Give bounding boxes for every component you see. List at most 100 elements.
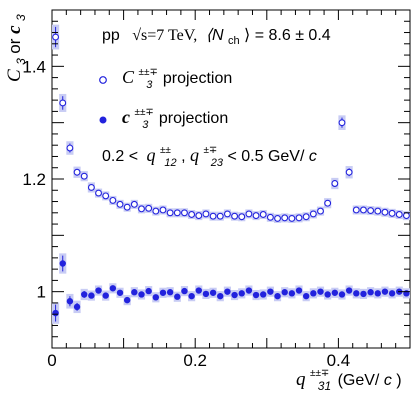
data-point-open <box>324 199 332 207</box>
legend-marker-open <box>99 76 107 84</box>
y-tick-label: 1.4 <box>22 57 46 76</box>
data-point-open <box>195 212 203 220</box>
cut-sup2: ±∓ <box>203 145 217 156</box>
xlabel-q: q <box>296 369 306 390</box>
data-point-filled <box>159 289 167 296</box>
data-point-open <box>123 203 131 211</box>
data-point-filled <box>174 293 181 300</box>
x-tick-label: 0.2 <box>183 351 207 370</box>
data-point-open <box>102 192 110 200</box>
y-axis-title: C 3 or c 3 <box>4 14 29 82</box>
data-point-filled <box>374 290 381 297</box>
x-axis-title: q ±±∓ 31 (GeV/ c ) <box>296 363 402 394</box>
xlabel-close: ) <box>396 372 401 389</box>
data-point-filled <box>145 287 152 295</box>
data-point-filled <box>138 291 145 298</box>
cut-text: 0.2 < q ±± 12 , q ±∓ 23 < 0.5 GeV/ c <box>102 140 317 170</box>
data-point-filled <box>281 289 288 296</box>
data-point-filled <box>345 287 353 294</box>
data-point-open <box>352 206 360 214</box>
header-system: pp <box>102 27 120 44</box>
data-point-filled <box>403 290 410 297</box>
axis-ticks <box>51 9 411 349</box>
data-point-open <box>309 210 317 218</box>
data-point-open <box>259 211 267 218</box>
cut-prefix: 0.2 < <box>102 148 138 165</box>
data-point-filled <box>202 290 210 298</box>
data-point-filled <box>238 290 245 297</box>
legend-open-sup: ±±∓ <box>138 67 157 78</box>
data-point-filled <box>88 292 95 299</box>
data-point-open <box>181 209 188 217</box>
data-point-filled <box>131 289 138 296</box>
data-point-filled <box>252 291 260 299</box>
cut-c: c <box>309 148 317 165</box>
legend-filled-sub: 3 <box>142 119 149 131</box>
data-point-filled <box>116 289 124 296</box>
data-point-filled <box>224 288 231 295</box>
data-point-filled <box>195 287 202 294</box>
data-point-open <box>166 209 174 217</box>
data-point-filled <box>317 288 324 295</box>
cut-q1: q <box>146 145 155 165</box>
data-point-open <box>345 168 353 176</box>
data-point-open <box>295 214 303 222</box>
data-point-open <box>52 33 60 41</box>
header-nch-symbol: ⟨N <box>206 27 224 44</box>
y-tick-label: 1 <box>37 283 46 302</box>
data-point-open <box>87 184 95 191</box>
legend-open-symbol: C <box>122 67 135 87</box>
data-point-filled <box>59 260 66 267</box>
data-point-open <box>395 211 403 218</box>
data-point-open <box>367 207 375 214</box>
data-point-filled <box>288 290 296 297</box>
data-point-open <box>360 206 367 214</box>
data-point-open <box>145 204 153 212</box>
data-point-open <box>388 209 396 217</box>
cut-suffix: < 0.5 GeV/ <box>227 148 304 165</box>
data-point-open <box>209 212 217 220</box>
data-point-filled <box>95 287 102 294</box>
data-point-filled <box>295 287 303 294</box>
ylabel-sub2: 3 <box>14 14 28 21</box>
data-point-filled <box>166 289 174 296</box>
xlabel-unit: (GeV/ <box>338 372 380 389</box>
data-point-open <box>223 210 231 218</box>
data-point-open <box>252 212 260 220</box>
legend-open-sub: 3 <box>146 79 153 91</box>
data-point-open <box>152 207 160 215</box>
data-point-open <box>116 200 124 208</box>
data-point-filled <box>231 291 238 299</box>
cut-q2: q <box>190 145 199 165</box>
data-point-open <box>288 214 296 222</box>
data-point-filled <box>367 289 374 296</box>
data-point-open <box>188 211 196 218</box>
x-tick-label: 0.4 <box>327 351 351 370</box>
data-point-open <box>245 210 253 218</box>
data-markers <box>52 33 410 317</box>
data-point-open <box>266 213 274 221</box>
data-point-filled <box>353 290 360 297</box>
data-point-filled <box>52 309 59 317</box>
data-point-filled <box>66 298 74 305</box>
data-point-open <box>173 209 181 217</box>
legend: C ±±∓ 3 projection c ±±∓ 3 projection <box>99 62 232 131</box>
cut-sep: , <box>181 148 185 165</box>
data-point-filled <box>267 288 274 295</box>
data-point-open <box>331 180 339 187</box>
data-point-filled <box>102 292 109 299</box>
data-point-filled <box>302 292 310 300</box>
legend-filled-sup: ±±∓ <box>134 107 153 118</box>
data-point-filled <box>245 287 253 294</box>
data-point-filled <box>73 303 81 311</box>
xlabel-sup: ±±∓ <box>310 368 329 379</box>
legend-marker-filled <box>99 116 107 124</box>
data-point-open <box>109 196 117 204</box>
data-point-open <box>317 207 324 215</box>
legend-filled-symbol: c <box>122 107 130 127</box>
xlabel-sub: 31 <box>318 379 331 393</box>
header-nch-value: ⟩ = 8.6 ± 0.4 <box>244 27 331 44</box>
data-point-open <box>238 213 246 221</box>
legend-entry-open: C ±±∓ 3 projection <box>122 62 232 92</box>
